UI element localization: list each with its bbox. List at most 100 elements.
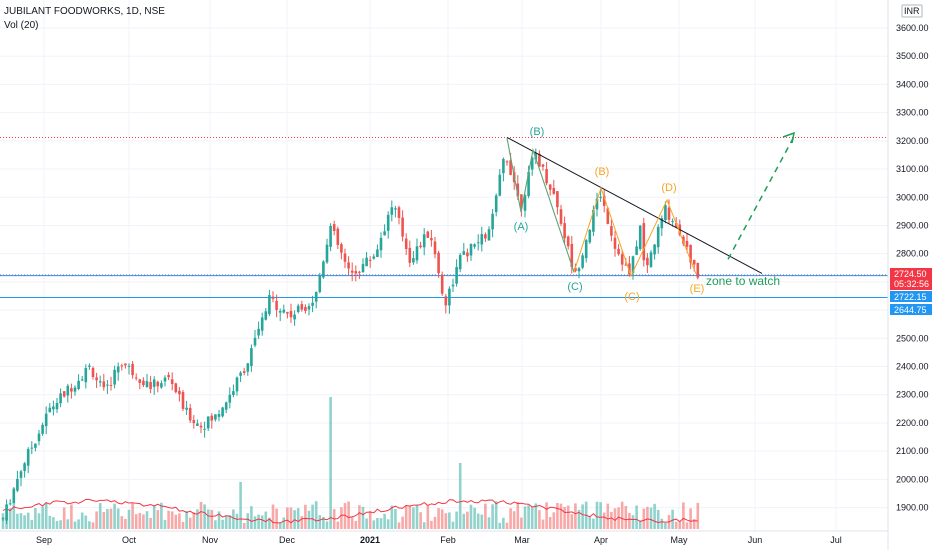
volume-bar: [88, 521, 91, 529]
candle-body: [80, 379, 84, 381]
volume-bar: [674, 521, 678, 529]
candle-body: [48, 407, 52, 413]
time-axis[interactable]: Sep Oct Nov Dec 2021 Feb Mar Apr May Jun Jul: [0, 530, 888, 545]
volume-bar: [145, 511, 149, 529]
candle-body: [8, 503, 12, 505]
candle-body: [527, 171, 530, 197]
symbol-title[interactable]: JUBILANT FOODWORKS, 1D, NSE: [4, 6, 165, 17]
candle-body: [278, 311, 282, 313]
volume-bar: [196, 509, 199, 529]
volume-bar: [527, 505, 530, 529]
volume-bar: [325, 521, 329, 529]
volume-bar: [253, 516, 257, 529]
candle-body: [336, 228, 340, 245]
candle-body: [77, 380, 80, 389]
volume-bar: [131, 503, 134, 529]
volume-bar: [66, 519, 70, 529]
volume-bar: [448, 512, 451, 529]
wave-label: (D): [661, 182, 676, 194]
x-tick-label: Jun: [748, 535, 763, 545]
y-tick-label: 3400.00: [896, 79, 929, 89]
candle-body: [257, 328, 260, 336]
wave-label: (C): [567, 281, 582, 293]
volume-bar: [498, 522, 502, 529]
volume-bar: [394, 508, 397, 529]
volume-bar: [127, 509, 131, 529]
volume-bar: [77, 519, 80, 529]
candle-body: [109, 384, 113, 386]
volume-bar: [638, 520, 642, 529]
candle-body: [142, 380, 145, 386]
volume-bar: [631, 515, 635, 529]
currency-text: INR: [904, 6, 920, 16]
price-tag-text: 2644.75: [894, 305, 927, 315]
currency-box: [901, 4, 923, 18]
candle-body: [174, 383, 178, 393]
candle-body: [552, 188, 556, 194]
annotation-text: zone to watch: [706, 274, 780, 288]
volume-bar: [426, 505, 430, 529]
candle-body: [102, 381, 106, 388]
volume-bar: [502, 517, 505, 529]
candle-body: [73, 387, 77, 392]
candle-body: [358, 271, 361, 273]
candle-body: [181, 392, 185, 409]
candle-body: [361, 264, 365, 273]
y-tick-label: 2200.00: [896, 418, 929, 428]
candle-body: [232, 391, 235, 396]
candle-body: [494, 195, 498, 213]
volume-bar: [491, 504, 494, 529]
volume-bar: [556, 502, 559, 529]
candle-body: [581, 255, 584, 268]
volume-bar: [689, 508, 692, 529]
x-tick-label: Apr: [594, 535, 608, 545]
volume-bar: [646, 506, 649, 529]
candle-body: [124, 363, 127, 366]
volume-bar: [134, 514, 138, 529]
candle-body: [520, 194, 523, 209]
resistance-trendline: [506, 137, 763, 274]
price-tag-text: 2722.15: [894, 292, 927, 302]
candle-body: [584, 240, 588, 259]
candle-body: [419, 245, 422, 248]
volume-bar: [469, 504, 473, 529]
candle-body: [5, 504, 8, 521]
candle-body: [642, 223, 646, 261]
volume-bar: [16, 513, 19, 529]
volume-bar: [620, 501, 624, 529]
candle-body: [570, 243, 574, 268]
volume-indicator-label[interactable]: Vol (20): [4, 20, 39, 31]
candle-body: [656, 226, 660, 248]
candle-body: [383, 231, 386, 236]
candle-body: [62, 391, 66, 397]
volume-bar: [358, 505, 361, 529]
volume-bar: [696, 502, 700, 529]
volume-bar: [365, 518, 368, 529]
volume-bar: [192, 512, 196, 529]
candle-body: [667, 207, 671, 220]
volume-bar: [379, 518, 383, 529]
candle-body: [646, 257, 649, 266]
volume-bar: [494, 501, 498, 529]
candle-body: [592, 209, 595, 232]
volume-bar: [516, 502, 520, 529]
candle-body: [595, 198, 599, 210]
candle-body: [196, 423, 199, 426]
y-tick-label: 2000.00: [896, 474, 929, 484]
candle-body: [386, 214, 390, 231]
volume-bar: [116, 508, 120, 529]
volume-bar: [534, 503, 538, 529]
volume-bar: [95, 511, 98, 529]
candle-body: [149, 382, 152, 390]
volume-bar: [250, 506, 253, 529]
volume-bar: [602, 512, 606, 529]
volume-bar: [311, 504, 314, 529]
currency-label: INR: [901, 4, 923, 18]
volume-bar: [199, 501, 203, 529]
candle-body: [88, 365, 91, 367]
volume-bar: [653, 503, 656, 529]
volume-bar: [217, 511, 221, 529]
volume-bar: [260, 515, 264, 529]
candle-body: [26, 449, 30, 466]
